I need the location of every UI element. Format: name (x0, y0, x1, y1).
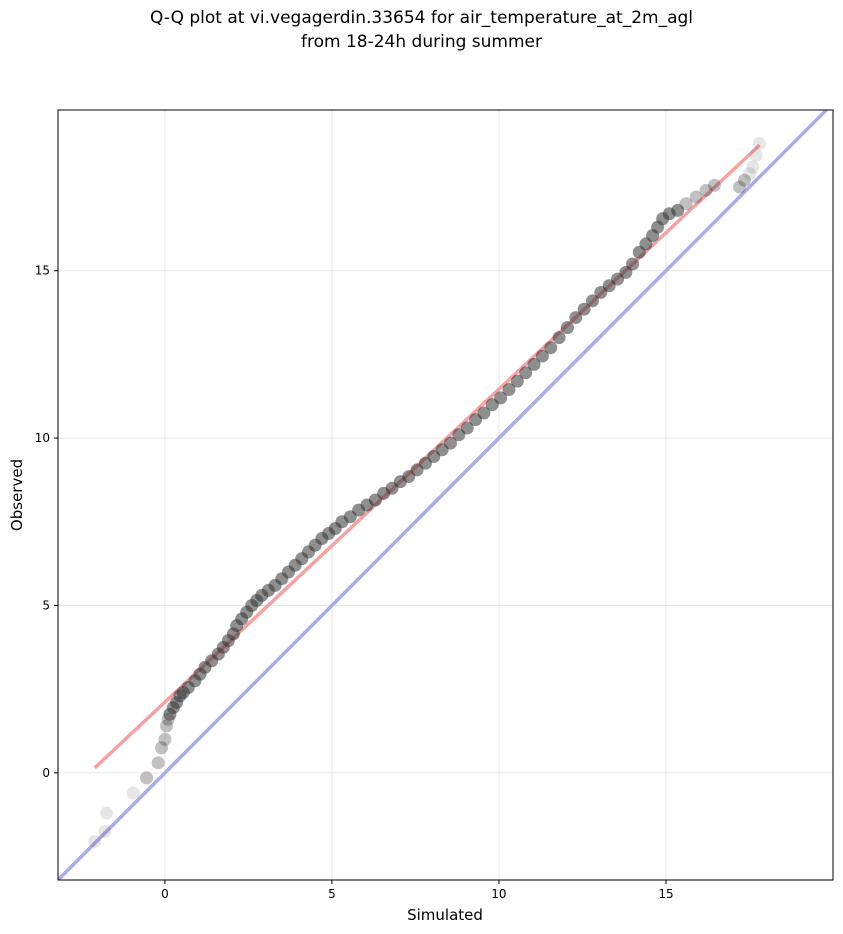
data-point (155, 741, 169, 755)
data-point (158, 732, 172, 746)
data-point (510, 374, 524, 388)
data-point (626, 257, 640, 271)
data-point (477, 406, 491, 420)
x-tick-label: 0 (161, 887, 169, 901)
y-axis-label: Observed (8, 459, 26, 531)
x-tick-label: 5 (328, 887, 336, 901)
data-point (552, 331, 566, 345)
data-point (732, 180, 746, 194)
data-point (519, 366, 533, 380)
data-point (569, 311, 583, 325)
y-tick-label: 0 (42, 766, 50, 780)
data-point (671, 203, 685, 217)
data-point (699, 183, 713, 197)
data-point (544, 341, 558, 355)
data-point (98, 824, 112, 838)
data-point (742, 167, 756, 181)
data-point (746, 160, 760, 174)
y-tick-label: 10 (35, 431, 50, 445)
data-point (444, 436, 458, 450)
axes: 0 5 10 15 0 5 10 15 (35, 264, 674, 901)
reference-line (58, 110, 829, 880)
data-point (460, 421, 474, 435)
data-point (151, 756, 165, 770)
data-point (577, 302, 591, 316)
y-tick-label: 5 (42, 598, 50, 612)
data-point (88, 835, 102, 848)
data-point (160, 719, 174, 733)
chart-title-line-2: from 18-24h during summer (301, 32, 542, 52)
data-point (737, 173, 751, 187)
data-point (535, 349, 549, 363)
data-point (753, 136, 767, 150)
data-point (679, 197, 693, 211)
chart-title-line-1: Q-Q plot at vi.vegagerdin.33654 for air_… (149, 8, 694, 28)
data-point (494, 391, 508, 405)
x-tick-label: 15 (658, 887, 673, 901)
data-point (560, 321, 574, 335)
data-layer (58, 110, 829, 880)
x-axis-label: Simulated (407, 906, 483, 924)
data-point (707, 178, 721, 192)
data-point (502, 383, 516, 397)
data-point (140, 771, 154, 785)
data-point (689, 190, 703, 204)
data-point (585, 294, 599, 308)
x-tick-label: 10 (491, 887, 506, 901)
data-point (99, 806, 113, 820)
y-tick-label: 15 (35, 264, 50, 278)
plot-frame (57, 109, 834, 881)
data-point (126, 786, 140, 800)
data-point (749, 148, 763, 162)
data-point (527, 357, 541, 371)
